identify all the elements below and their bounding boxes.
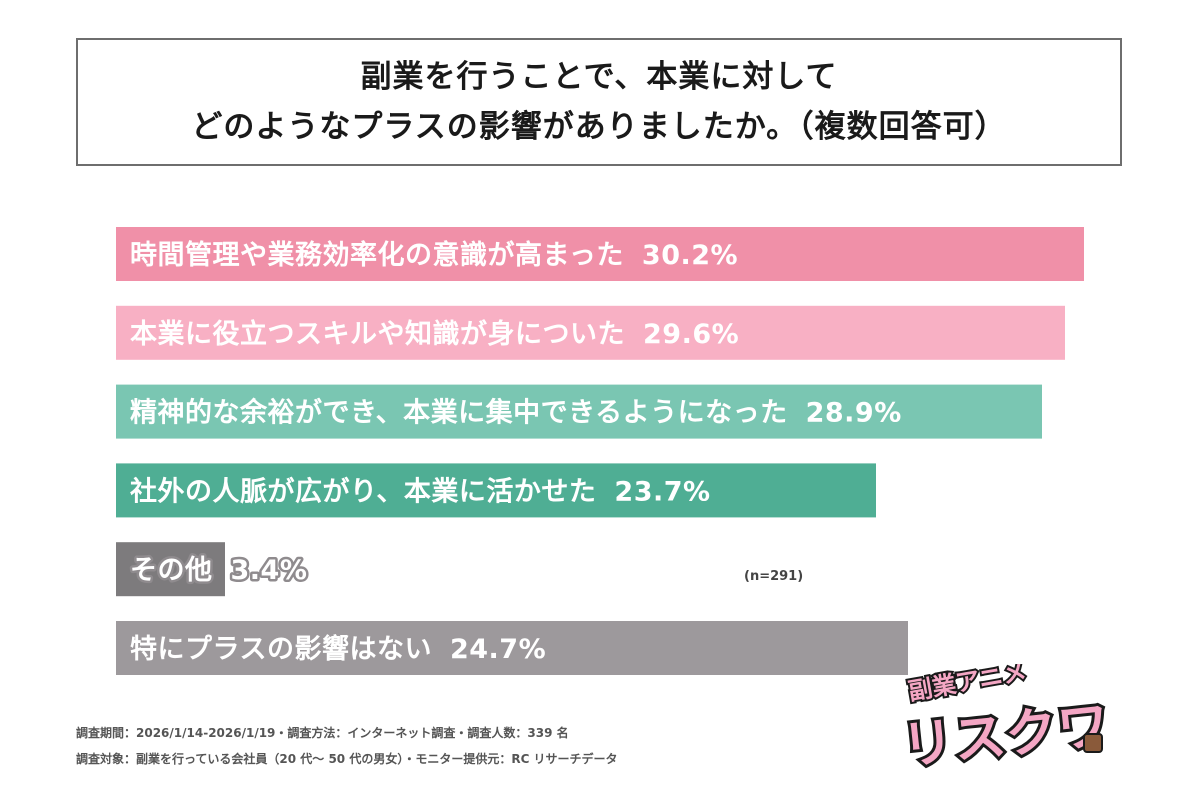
bar-label-3: 精神的な余裕ができ、本業に集中できるようになった 28.9% <box>130 397 902 429</box>
bar-label-5: その他 3.4% <box>130 555 307 586</box>
bar-value-5: 3.4% <box>231 555 308 586</box>
bar-category-4: 社外の人脈が広がり、本業に活かせた <box>130 475 596 507</box>
bar-value-3: 28.9% <box>806 398 902 429</box>
bar-category-2: 本業に役立つスキルや知識が身についた <box>130 318 625 350</box>
bar-category-3: 精神的な余裕ができ、本業に集中できるようになった <box>130 397 788 429</box>
logo-accent-shape <box>1083 733 1103 753</box>
bar-category-1: 時間管理や業務効率化の意識が高まった <box>130 239 624 271</box>
bar-2 <box>116 305 1065 360</box>
bar-label-4: 社外の人脈が広がり、本業に活かせた 23.7% <box>130 475 711 507</box>
bar-category-6: 特にプラスの影響はない <box>130 633 432 665</box>
bar-value-4: 23.7% <box>614 476 710 507</box>
bar-value-2: 29.6% <box>643 319 739 350</box>
bar-4 <box>116 463 876 518</box>
bar-3 <box>116 384 1042 439</box>
risukuwa-logo: 副業アニメ リスクワ <box>896 664 1115 780</box>
bar-value-6: 24.7% <box>450 634 546 665</box>
survey-period-note: 調査期間：2026/1/14-2026/1/19・調査方法：インターネット調査・… <box>76 726 569 740</box>
logo-main-text: リスクワ <box>899 696 1112 777</box>
chart-title-line-2: どのようなプラスの影響がありましたか。（複数回答可） <box>191 109 1007 145</box>
bar-5 <box>116 542 225 597</box>
bar-6 <box>116 621 908 675</box>
logo-top-text: 副業アニメ <box>906 664 1029 706</box>
bar-1 <box>116 227 1084 281</box>
sample-size-note: (n=291) <box>744 569 804 584</box>
survey-target-note: 調査対象：副業を行っている会社員（20 代～ 50 代の男女）・モニター提供元：… <box>76 752 618 766</box>
bar-label-6: 特にプラスの影響はない 24.7% <box>130 633 546 665</box>
bar-value-1: 30.2% <box>642 240 738 271</box>
title-box: 副業を行うことで、本業に対して どのようなプラスの影響がありましたか。（複数回答… <box>76 38 1122 166</box>
chart-title-line-1: 副業を行うことで、本業に対して <box>360 59 838 95</box>
bar-label-1: 時間管理や業務効率化の意識が高まった 30.2% <box>130 239 738 271</box>
bar-category-5: その他 <box>130 555 213 586</box>
bar-label-2: 本業に役立つスキルや知識が身についた 29.6% <box>130 318 739 350</box>
